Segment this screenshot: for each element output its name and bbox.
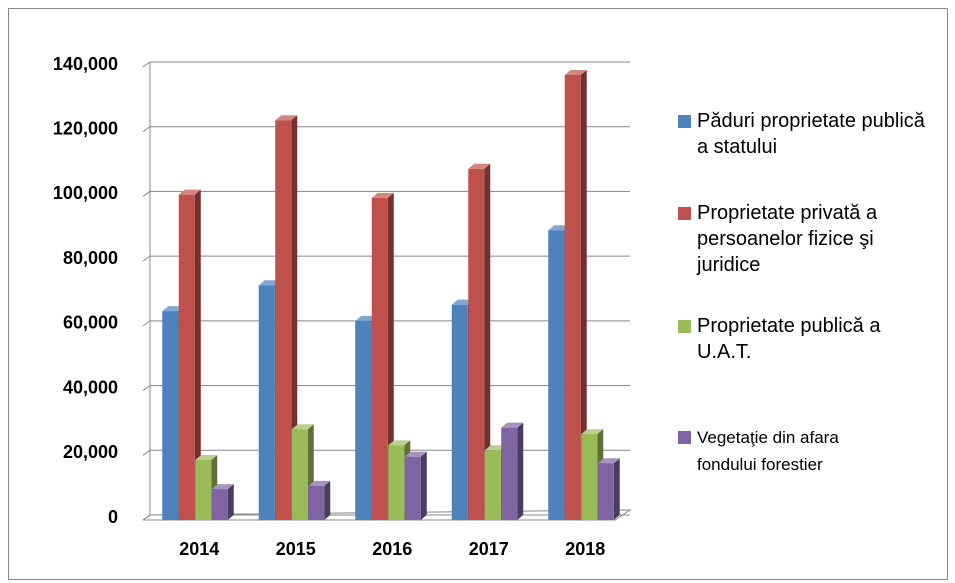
x-tick-label: 2016 bbox=[372, 539, 412, 559]
legend-label: Proprietate privată a persoanelor fizice… bbox=[697, 202, 878, 276]
legend-label: Păduri proprietate publică a statului bbox=[697, 110, 925, 158]
legend-entry: Vegetaţie din afara fondului forestier bbox=[678, 424, 940, 478]
legend-entry: Proprietate publică a U.A.T. bbox=[678, 313, 940, 365]
bar bbox=[371, 197, 388, 520]
bar-top bbox=[581, 429, 604, 435]
y-tick-label: 40,000 bbox=[63, 377, 118, 397]
bar-top bbox=[371, 192, 394, 198]
x-tick-label: 2018 bbox=[565, 539, 605, 559]
grid-line bbox=[142, 126, 630, 133]
bar bbox=[581, 434, 598, 520]
bar-top bbox=[211, 484, 234, 490]
x-tick-label: 2014 bbox=[179, 539, 219, 559]
legend-swatch bbox=[678, 207, 691, 220]
y-tick-label: 120,000 bbox=[53, 118, 118, 138]
legend-swatch bbox=[678, 115, 691, 128]
bar bbox=[564, 74, 581, 520]
bar-top bbox=[468, 163, 491, 169]
bar bbox=[291, 429, 308, 520]
x-tick-label: 2015 bbox=[276, 539, 316, 559]
bar bbox=[355, 320, 372, 520]
bar bbox=[178, 194, 195, 520]
bar-top bbox=[404, 451, 427, 457]
y-tick-label: 60,000 bbox=[63, 313, 118, 333]
bar bbox=[548, 230, 565, 520]
legend-label: Proprietate publică a U.A.T. bbox=[697, 315, 881, 363]
y-tick-label: 80,000 bbox=[63, 248, 118, 268]
bar bbox=[501, 427, 518, 520]
bar bbox=[597, 463, 614, 520]
y-tick-label: 0 bbox=[108, 507, 118, 527]
bar bbox=[275, 120, 292, 520]
x-tick-label: 2017 bbox=[469, 539, 509, 559]
grid-line bbox=[142, 61, 630, 68]
bar-top bbox=[597, 458, 620, 464]
bar-side bbox=[194, 189, 201, 520]
y-tick-label: 20,000 bbox=[63, 442, 118, 462]
legend-swatch bbox=[678, 320, 691, 333]
bar-side bbox=[580, 69, 587, 520]
bar-top bbox=[291, 424, 314, 430]
y-tick-label: 140,000 bbox=[53, 54, 118, 74]
legend-label: Vegetaţie din afara fondului forestier bbox=[697, 428, 839, 474]
bar-top bbox=[275, 115, 298, 121]
bar-side bbox=[291, 115, 298, 520]
legend-swatch bbox=[678, 431, 691, 444]
bar bbox=[162, 311, 179, 520]
bar-side bbox=[484, 163, 491, 520]
bar bbox=[388, 445, 405, 520]
bar-top bbox=[501, 422, 524, 428]
bar bbox=[211, 489, 228, 520]
bar-top bbox=[308, 480, 331, 486]
bar-side bbox=[517, 422, 524, 520]
bar-side bbox=[227, 484, 234, 520]
y-tick-label: 100,000 bbox=[53, 183, 118, 203]
bar-top bbox=[564, 69, 587, 75]
bar bbox=[468, 168, 485, 520]
chart-border bbox=[8, 8, 948, 580]
bar bbox=[404, 456, 421, 520]
bar bbox=[484, 450, 501, 520]
bar-side bbox=[324, 480, 331, 520]
bar bbox=[451, 304, 468, 520]
legend-entry: Proprietate privată a persoanelor fizice… bbox=[678, 200, 940, 278]
bar-side bbox=[420, 451, 427, 520]
bar bbox=[195, 459, 212, 520]
bar-top bbox=[388, 440, 411, 446]
bar bbox=[258, 285, 275, 520]
bar bbox=[308, 485, 325, 520]
legend-entry: Păduri proprietate publică a statului bbox=[678, 108, 940, 160]
bar-top bbox=[195, 454, 218, 460]
bar-top bbox=[178, 189, 201, 195]
bar-side bbox=[387, 192, 394, 520]
bar-side bbox=[613, 458, 620, 520]
